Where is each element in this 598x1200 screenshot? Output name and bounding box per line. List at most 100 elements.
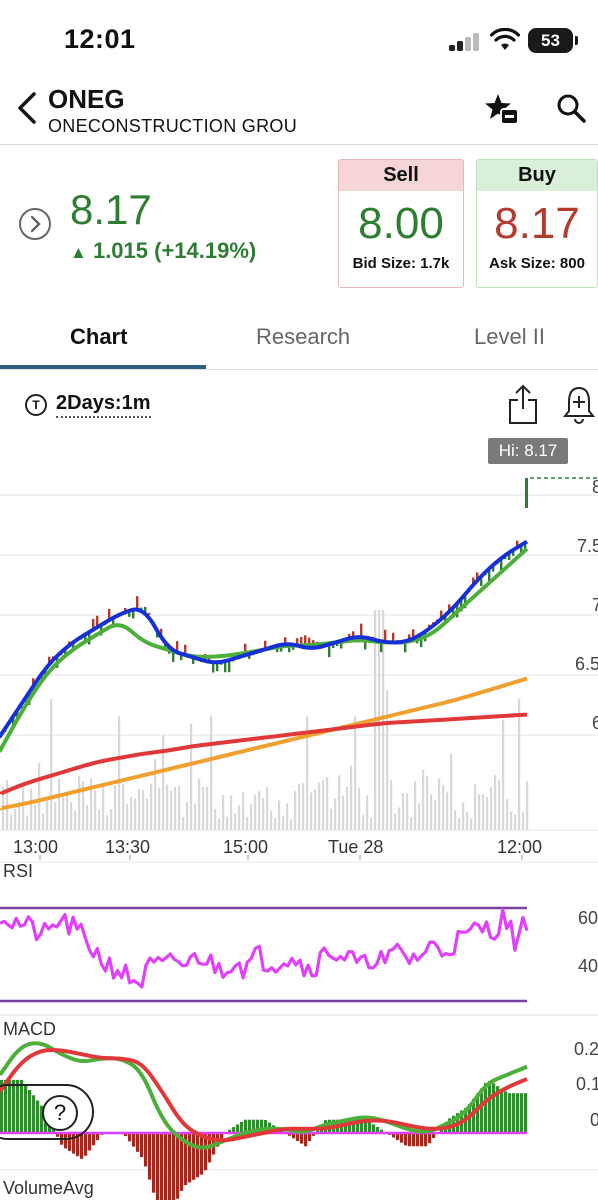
tab-research[interactable]: Research bbox=[256, 324, 351, 349]
volume-bar bbox=[58, 778, 61, 830]
candle bbox=[96, 615, 99, 628]
candle bbox=[132, 609, 135, 619]
tab-chart[interactable]: Chart bbox=[70, 324, 128, 349]
cellular-signal-icon bbox=[449, 33, 483, 51]
candle bbox=[180, 653, 183, 661]
volume-bar bbox=[466, 812, 469, 830]
macd-histogram-bar bbox=[40, 1105, 44, 1133]
share-icon[interactable] bbox=[507, 383, 539, 425]
candle bbox=[488, 569, 491, 582]
ticker-symbol: ONEG bbox=[48, 84, 125, 114]
macd-histogram-bar bbox=[488, 1080, 492, 1133]
volume-bar bbox=[26, 815, 29, 830]
volume-bar bbox=[186, 801, 189, 830]
volume-bar bbox=[302, 783, 305, 830]
y-tick-label: 7 bbox=[592, 595, 598, 615]
candle bbox=[440, 610, 443, 621]
help-button[interactable]: ? bbox=[42, 1095, 78, 1131]
volume-bar bbox=[258, 791, 261, 830]
macd-histogram-bar bbox=[144, 1133, 148, 1167]
volume-bar bbox=[462, 802, 465, 830]
interval-type-icon[interactable]: T bbox=[25, 394, 47, 416]
volume-bar bbox=[206, 787, 209, 830]
volume-bar bbox=[366, 795, 369, 830]
volume-bar bbox=[138, 789, 141, 830]
sell-button[interactable]: Sell 8.00 Bid Size: 1.7k bbox=[338, 159, 464, 288]
volume-bar bbox=[490, 786, 493, 830]
macd-histogram-bar bbox=[16, 1079, 20, 1133]
candle bbox=[308, 637, 311, 649]
volume-bar bbox=[454, 810, 457, 830]
volume-bar bbox=[394, 813, 397, 830]
candle bbox=[296, 638, 299, 646]
chevron-right-icon bbox=[30, 215, 41, 233]
header: ONEG ONECONSTRUCTION GROU bbox=[0, 80, 598, 144]
macd-histogram-bar bbox=[508, 1093, 512, 1133]
macd-tick-label: 0 bbox=[590, 1110, 598, 1130]
candle bbox=[380, 641, 383, 653]
candle bbox=[192, 657, 195, 664]
search-icon[interactable] bbox=[555, 92, 587, 124]
macd-histogram-bar bbox=[148, 1133, 152, 1180]
up-triangle-icon: ▲ bbox=[70, 243, 87, 262]
macd-histogram-bar bbox=[404, 1133, 408, 1146]
macd-histogram-bar bbox=[96, 1133, 100, 1141]
macd-histogram-bar bbox=[380, 1129, 384, 1133]
macd-histogram-bar bbox=[176, 1133, 180, 1199]
candle bbox=[512, 550, 515, 556]
volume-bar bbox=[198, 778, 201, 830]
interval-selector[interactable]: 2Days:1m bbox=[56, 392, 151, 418]
volume-bar bbox=[446, 792, 449, 830]
y-tick-label: 6 bbox=[592, 713, 598, 733]
rsi-label: RSI bbox=[3, 861, 33, 881]
volume-bar bbox=[222, 794, 225, 830]
volume-bar bbox=[526, 781, 529, 830]
volume-bar bbox=[150, 784, 153, 830]
candle bbox=[340, 641, 343, 649]
candle bbox=[284, 637, 287, 644]
volume-bar bbox=[334, 798, 337, 830]
volume-bar bbox=[262, 798, 265, 830]
macd-histogram-bar bbox=[20, 1079, 24, 1133]
macd-histogram-bar bbox=[80, 1133, 84, 1159]
volume-bar bbox=[122, 783, 125, 830]
moving-average-orange bbox=[0, 676, 528, 811]
macd-histogram-bar bbox=[252, 1119, 256, 1133]
candle bbox=[112, 618, 115, 627]
volume-bar bbox=[146, 798, 149, 830]
candle bbox=[136, 596, 139, 609]
back-arrow-icon[interactable] bbox=[14, 88, 40, 128]
volume-bar bbox=[46, 798, 49, 830]
macd-histogram-bar bbox=[356, 1119, 360, 1133]
macd-histogram-bar bbox=[408, 1133, 412, 1147]
candle bbox=[128, 611, 131, 617]
macd-histogram-bar bbox=[396, 1133, 400, 1141]
price-chart[interactable]: 8 7.5 7 6.5 6 13:00 13:30 15:00 Tue 28 1… bbox=[0, 430, 598, 1200]
expand-quote-button[interactable] bbox=[19, 208, 51, 240]
macd-tick-label: 0.2 bbox=[574, 1039, 598, 1059]
volume-bar bbox=[18, 801, 21, 830]
volume-bar bbox=[482, 794, 485, 830]
buy-button[interactable]: Buy 8.17 Ask Size: 800 bbox=[476, 159, 598, 288]
macd-histogram-bar bbox=[156, 1133, 160, 1200]
volume-bar bbox=[402, 793, 405, 830]
candle bbox=[176, 641, 179, 653]
candle bbox=[44, 670, 47, 676]
sell-label: Sell bbox=[339, 160, 463, 191]
candle bbox=[144, 606, 147, 614]
volume-bar bbox=[306, 716, 309, 830]
candle bbox=[448, 604, 451, 613]
macd-histogram-bar bbox=[472, 1098, 476, 1133]
tab-level-ii[interactable]: Level II bbox=[474, 324, 545, 349]
price-alert-bell-icon[interactable] bbox=[562, 383, 596, 425]
watchlist-star-icon[interactable] bbox=[484, 92, 520, 126]
moving-average-red bbox=[0, 712, 528, 796]
volume-bar bbox=[254, 794, 257, 830]
volume-bar bbox=[330, 808, 333, 830]
volume-bar bbox=[326, 777, 329, 830]
volume-bar bbox=[158, 787, 161, 830]
candle bbox=[392, 632, 395, 643]
candle bbox=[140, 607, 143, 610]
macd-histogram-bar bbox=[204, 1133, 208, 1171]
volume-bar bbox=[518, 698, 521, 830]
